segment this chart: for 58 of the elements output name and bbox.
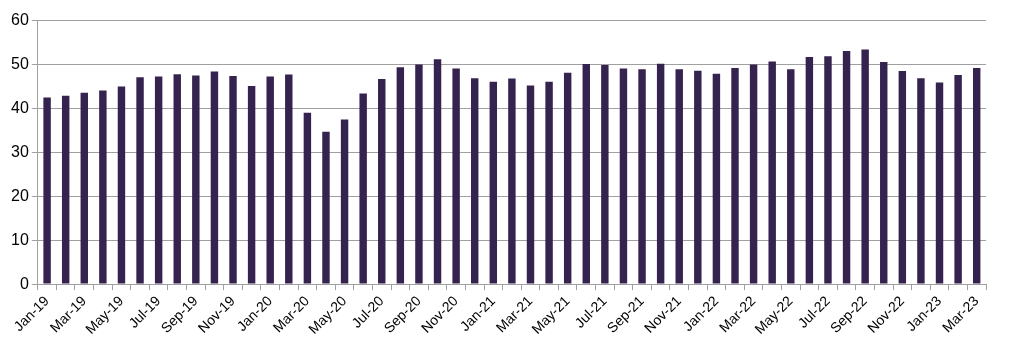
bar (749, 64, 758, 284)
bar (210, 71, 219, 284)
bar (972, 68, 981, 284)
bar (582, 64, 590, 284)
y-tick-label: 10 (11, 230, 29, 248)
bar (638, 69, 646, 284)
bar (601, 64, 609, 284)
y-tick-label: 30 (11, 142, 29, 160)
bar (545, 81, 553, 284)
bar (136, 77, 144, 284)
bar (935, 82, 944, 284)
bar (266, 76, 274, 284)
bar (80, 92, 88, 284)
bar (340, 119, 349, 284)
bar (471, 78, 479, 284)
bar (712, 73, 721, 284)
bar (917, 78, 925, 284)
bar (675, 69, 683, 284)
y-tick-label: 50 (11, 54, 29, 72)
bar (378, 79, 386, 284)
bar (415, 64, 423, 284)
bar (285, 74, 293, 284)
y-tick-label: 20 (11, 186, 29, 204)
bar (508, 78, 516, 284)
bar (396, 67, 405, 284)
y-tick-label: 40 (11, 98, 29, 116)
bar (359, 93, 367, 284)
y-tick-label: 60 (11, 11, 29, 29)
bar (526, 85, 535, 284)
bar (303, 112, 312, 284)
bar (154, 76, 163, 284)
bar (247, 86, 256, 284)
bar (787, 69, 795, 284)
bar (229, 75, 237, 284)
bar (694, 70, 702, 284)
bar (805, 57, 814, 284)
bar (43, 97, 51, 284)
bar (117, 86, 126, 284)
bar (619, 68, 628, 284)
bar (452, 68, 460, 284)
bar (861, 49, 869, 284)
bar (99, 90, 107, 284)
bar (192, 75, 200, 284)
bar (433, 59, 442, 284)
bar (842, 50, 851, 284)
bar (173, 74, 181, 284)
bar (768, 61, 776, 284)
bar (322, 131, 330, 284)
bar (563, 72, 572, 284)
bar (954, 75, 962, 284)
bar (489, 81, 498, 284)
bar (61, 95, 70, 284)
bar (880, 61, 888, 284)
bar (898, 71, 907, 284)
bar (656, 63, 665, 284)
bar (731, 68, 739, 284)
y-tick-label: 0 (19, 274, 29, 292)
bar (824, 56, 832, 284)
